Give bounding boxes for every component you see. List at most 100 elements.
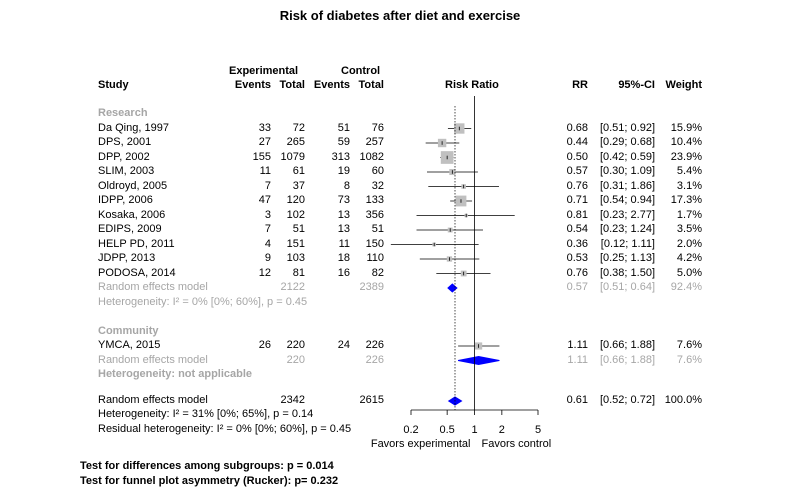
overall-ctrl-total: 2615 xyxy=(359,394,384,406)
study-name: DPP, 2002 xyxy=(98,150,150,163)
exp-events-cell: 3 xyxy=(264,208,271,221)
exp-events-cell: 33 xyxy=(258,121,271,134)
subgroup-pooled-ctrl-total: 226 xyxy=(365,353,384,366)
weight-cell: 4.2% xyxy=(676,252,702,264)
ctrl-events-cell: 11 xyxy=(338,237,350,250)
ctrl-events-cell: 59 xyxy=(337,136,350,148)
header-exp-total: Total xyxy=(279,79,305,91)
subgroup-pooled-weight: 7.6% xyxy=(676,353,702,366)
ctrl-total-cell: 1082 xyxy=(359,150,384,163)
overall-model-label: Random effects model xyxy=(98,394,208,406)
subgroup-label: Community xyxy=(98,324,159,337)
exp-total-cell: 81 xyxy=(292,266,305,279)
weight-cell: 3.5% xyxy=(676,223,702,235)
ctrl-total-cell: 76 xyxy=(371,121,384,134)
exp-total-cell: 103 xyxy=(286,252,305,264)
ctrl-events-cell: 18 xyxy=(337,252,350,264)
ci-cell: [0.38; 1.50] xyxy=(599,266,655,279)
rr-cell: 0.81 xyxy=(566,208,588,221)
rr-cell: 0.76 xyxy=(566,266,588,279)
exp-total-cell: 51 xyxy=(292,223,305,235)
funnel-test-text: Test for funnel plot asymmetry (Rucker):… xyxy=(80,475,339,487)
ctrl-events-cell: 51 xyxy=(337,121,350,134)
exp-events-cell: 47 xyxy=(258,194,271,206)
ci-cell: [0.54; 0.94] xyxy=(599,194,655,206)
weight-cell: 2.0% xyxy=(676,237,702,250)
ctrl-total-cell: 356 xyxy=(365,208,384,221)
rr-cell: 1.11 xyxy=(567,339,588,351)
exp-events-cell: 9 xyxy=(264,252,271,264)
rr-cell: 0.53 xyxy=(566,252,588,264)
ci-cell: [0.25; 1.13] xyxy=(599,252,655,264)
overall-exp-total: 2342 xyxy=(280,394,305,406)
ctrl-events-cell: 313 xyxy=(331,150,350,163)
study-name: IDPP, 2006 xyxy=(98,194,153,206)
study-name: HELP PD, 2011 xyxy=(98,237,175,250)
ci-cell: [0.31; 1.86] xyxy=(599,179,655,192)
header-study: Study xyxy=(98,79,129,91)
overall-heterogeneity: Heterogeneity: I² = 31% [0%; 65%], p = 0… xyxy=(98,408,314,420)
subgroup-test-text: Test for differences among subgroups: p … xyxy=(80,460,334,472)
exp-events-cell: 7 xyxy=(264,223,271,235)
ci-cell: [0.51; 0.92] xyxy=(599,121,655,134)
exp-total-cell: 265 xyxy=(286,136,305,148)
header-experimental: Experimental xyxy=(229,65,299,77)
ctrl-total-cell: 226 xyxy=(365,339,384,351)
x-tick-label: 0.5 xyxy=(439,424,455,436)
subgroup-pooled-weight: 92.4% xyxy=(670,281,702,293)
rr-cell: 0.76 xyxy=(566,179,588,192)
ci-cell: [0.23; 2.77] xyxy=(599,208,655,221)
rr-cell: 0.54 xyxy=(566,223,588,235)
subgroup-pooled-ci: [0.51; 0.64] xyxy=(599,281,655,293)
subgroup-pooled-label: Random effects model xyxy=(98,281,208,293)
ctrl-total-cell: 257 xyxy=(365,136,384,148)
exp-events-cell: 12 xyxy=(258,266,271,279)
ci-cell: [0.12; 1.11] xyxy=(600,237,655,250)
ctrl-events-cell: 13 xyxy=(337,208,350,221)
weight-cell: 5.4% xyxy=(676,165,702,177)
study-name: EDIPS, 2009 xyxy=(98,223,162,235)
subgroup-pooled-rr: 1.11 xyxy=(567,353,588,366)
ctrl-total-cell: 60 xyxy=(371,165,384,177)
x-tick-label: 1 xyxy=(471,424,478,436)
study-name: SLIM, 2003 xyxy=(98,165,155,177)
subgroup-pooled-diamond xyxy=(458,355,500,366)
ctrl-events-cell: 13 xyxy=(337,223,350,235)
header-control: Control xyxy=(341,65,381,77)
subgroup-pooled-diamond xyxy=(447,283,458,293)
overall-weight: 100.0% xyxy=(664,394,702,406)
exp-total-cell: 37 xyxy=(292,179,305,192)
ctrl-total-cell: 133 xyxy=(365,194,384,206)
ci-cell: [0.42; 0.59] xyxy=(599,150,655,163)
header-weight: Weight xyxy=(665,79,702,91)
header-ci: 95%-CI xyxy=(618,79,655,91)
weight-cell: 3.1% xyxy=(676,179,702,192)
weight-cell: 5.0% xyxy=(676,266,702,279)
study-name: Oldroyd, 2005 xyxy=(98,179,168,192)
study-name: JDPP, 2013 xyxy=(98,252,156,264)
ctrl-events-cell: 73 xyxy=(337,194,350,206)
weight-cell: 1.7% xyxy=(676,208,702,221)
subgroup-pooled-rr: 0.57 xyxy=(566,281,588,293)
ctrl-total-cell: 150 xyxy=(365,237,384,250)
exp-events-cell: 11 xyxy=(259,165,271,177)
weight-cell: 15.9% xyxy=(670,121,702,134)
exp-total-cell: 102 xyxy=(286,208,305,221)
study-name: YMCA, 2015 xyxy=(98,339,161,351)
rr-cell: 0.57 xyxy=(566,165,588,177)
subgroup-heterogeneity: Heterogeneity: I² = 0% [0%; 60%], p = 0.… xyxy=(98,295,308,308)
exp-total-cell: 72 xyxy=(292,121,305,134)
ctrl-events-cell: 8 xyxy=(343,179,350,192)
subgroup-label: Research xyxy=(98,107,148,119)
exp-events-cell: 155 xyxy=(252,150,271,163)
header-ctrl-events: Events xyxy=(313,79,350,91)
subgroup-pooled-label: Random effects model xyxy=(98,353,208,366)
ctrl-total-cell: 82 xyxy=(371,266,384,279)
exp-total-cell: 61 xyxy=(292,165,305,177)
exp-total-cell: 120 xyxy=(286,194,305,206)
rr-cell: 0.50 xyxy=(566,150,588,163)
ci-cell: [0.66; 1.88] xyxy=(599,339,655,351)
ctrl-total-cell: 51 xyxy=(371,223,384,235)
